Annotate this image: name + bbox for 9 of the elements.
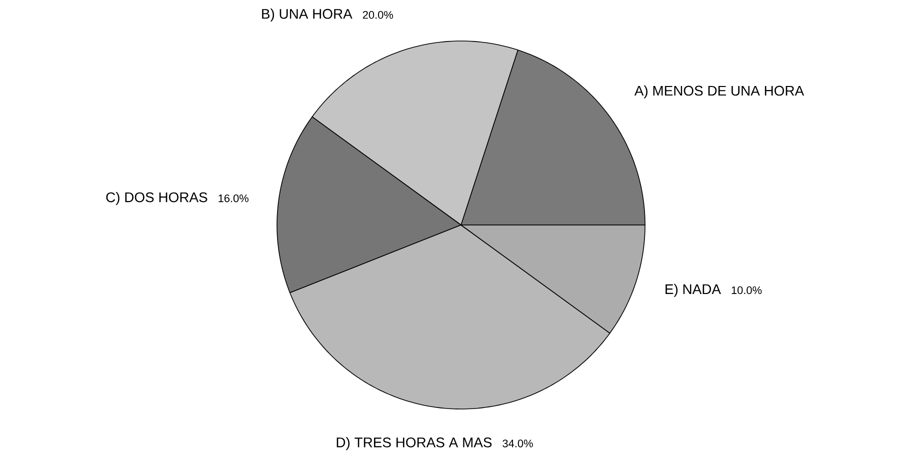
slice-label: A) MENOS DE UNA HORA bbox=[634, 85, 804, 98]
data-label: 16.0% bbox=[218, 194, 248, 202]
slice-label: E) NADA bbox=[666, 284, 721, 297]
slice-label: D) TRES HORAS A MAS bbox=[336, 437, 492, 450]
data-label: 34.0% bbox=[502, 440, 533, 448]
slice-label: B) UNA HORA bbox=[262, 8, 352, 22]
slice-label: C) DOS HORAS bbox=[106, 192, 208, 205]
data-label: 10.0% bbox=[732, 286, 762, 294]
data-label: 20.0% bbox=[362, 10, 394, 19]
